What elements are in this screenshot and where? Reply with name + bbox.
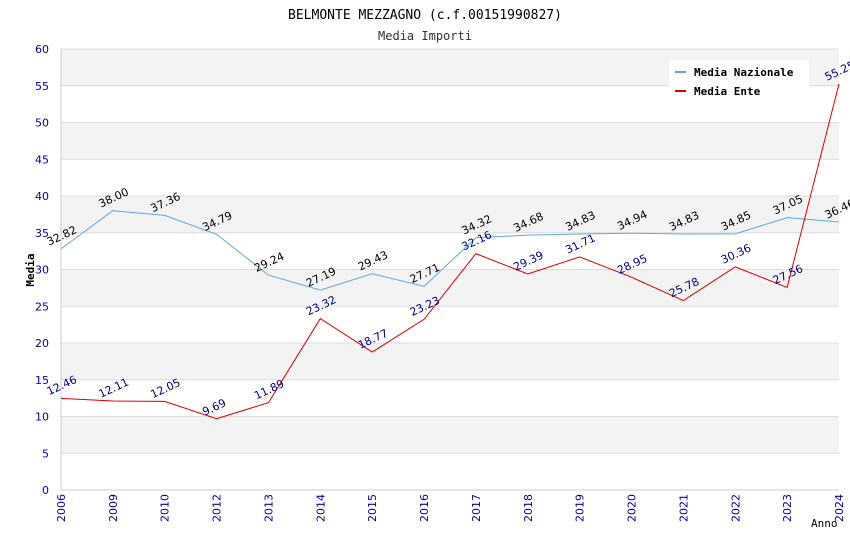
y-axis: 0 5 10 15 20 25 30 35 40 45 50 55 60 (35, 43, 49, 497)
x-tick-label: 2009 (107, 494, 120, 522)
y-tick-label: 5 (42, 447, 49, 460)
x-tick-label: 2024 (833, 494, 846, 522)
legend-box (669, 60, 809, 106)
x-tick-label: 2015 (366, 494, 379, 522)
x-tick-label: 2012 (211, 494, 224, 522)
x-tick-label: 2016 (418, 494, 431, 522)
y-tick-label: 10 (35, 411, 49, 424)
y-tick-label: 15 (35, 374, 49, 387)
x-tick-label: 2013 (262, 494, 275, 522)
chart-title: BELMONTE MEZZAGNO (c.f.00151990827) (288, 8, 562, 23)
y-tick-label: 50 (35, 117, 49, 130)
x-tick-label: 2006 (55, 494, 68, 522)
data-label: 9.69 (200, 396, 228, 418)
y-tick-label: 45 (35, 153, 49, 166)
series-layer (60, 83, 840, 420)
series-line (60, 210, 840, 291)
y-tick-label: 25 (35, 300, 49, 313)
y-tick-label: 55 (35, 80, 49, 93)
x-tick-label: 2019 (574, 494, 587, 522)
x-tick-label: 2021 (677, 494, 690, 522)
x-tick-label: 2010 (159, 494, 172, 522)
x-tick-label: 2017 (470, 494, 483, 522)
data-label: 11.89 (252, 377, 286, 402)
x-axis: 2006 2009 2010 2012 2013 2014 2015 2016 2017 2018… (55, 494, 846, 522)
chart-subtitle: Media Importi (378, 29, 472, 43)
legend: Media Nazionale Media Ente (669, 60, 809, 106)
y-tick-label: 20 (35, 337, 49, 350)
y-tick-label: 35 (35, 227, 49, 240)
grid-band (61, 122, 839, 160)
data-label: 30.36 (719, 241, 753, 266)
plot-background (60, 48, 839, 491)
y-tick-label: 0 (42, 484, 49, 497)
x-axis-label: Anno (811, 517, 838, 530)
x-tick-label: 2018 (522, 494, 535, 522)
y-axis-label: Media (24, 253, 37, 286)
legend-entry: Media Ente (694, 85, 761, 98)
x-tick-label: 2014 (314, 494, 327, 522)
data-label: 31.71 (563, 232, 597, 257)
grid-band (61, 196, 839, 233)
y-tick-label: 40 (35, 190, 49, 203)
y-tick-label: 60 (35, 43, 49, 56)
x-tick-label: 2022 (729, 494, 742, 522)
series-line (60, 83, 840, 420)
x-tick-label: 2020 (626, 494, 639, 522)
x-tick-label: 2023 (781, 494, 794, 522)
y-tick-label: 30 (35, 264, 49, 277)
grid-band (61, 343, 839, 380)
grid-band (61, 269, 839, 307)
grid-band (61, 416, 839, 454)
legend-entry: Media Nazionale (694, 66, 794, 79)
